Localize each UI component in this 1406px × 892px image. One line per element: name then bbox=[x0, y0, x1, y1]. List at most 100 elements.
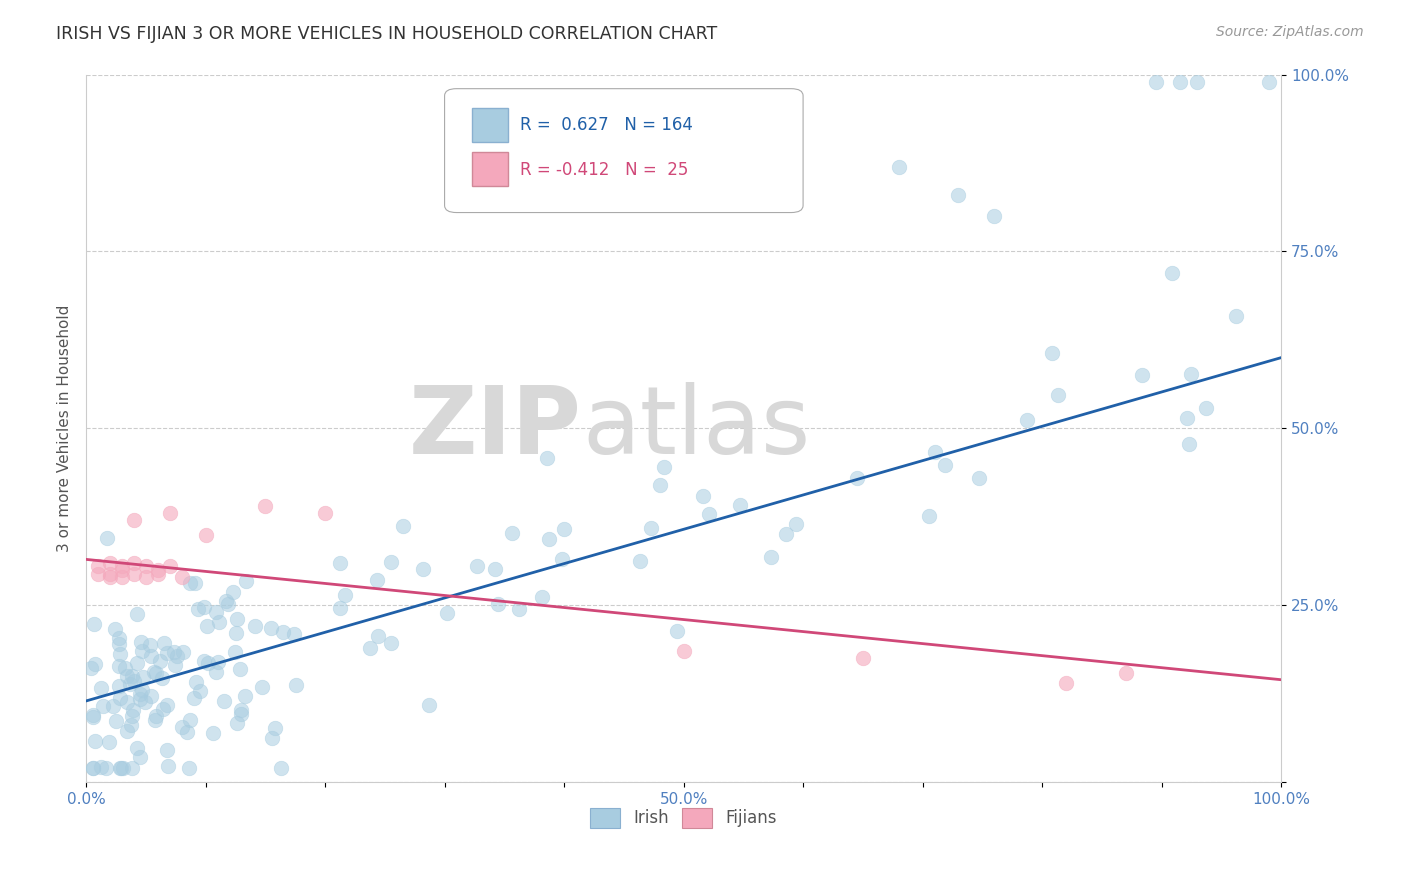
Point bbox=[145, 666, 167, 681]
Legend: Irish, Fijians: Irish, Fijians bbox=[583, 802, 783, 834]
Point bbox=[380, 555, 402, 569]
FancyBboxPatch shape bbox=[472, 108, 508, 142]
Point bbox=[115, 724, 138, 739]
Point bbox=[153, 635, 176, 649]
Point bbox=[131, 682, 153, 697]
Point bbox=[1047, 388, 1070, 402]
Point bbox=[150, 671, 173, 685]
Point bbox=[551, 552, 574, 566]
Point bbox=[412, 562, 434, 576]
Point bbox=[193, 654, 215, 668]
Point bbox=[90, 681, 112, 696]
Point bbox=[1168, 74, 1191, 88]
Point bbox=[103, 699, 125, 714]
Point bbox=[159, 559, 181, 574]
Point bbox=[125, 656, 148, 670]
Point bbox=[98, 566, 121, 581]
Text: IRISH VS FIJIAN 3 OR MORE VEHICLES IN HOUSEHOLD CORRELATION CHART: IRISH VS FIJIAN 3 OR MORE VEHICLES IN HO… bbox=[56, 25, 717, 43]
Point bbox=[82, 708, 104, 723]
Point bbox=[131, 635, 153, 649]
Point bbox=[122, 674, 145, 689]
Point bbox=[132, 670, 155, 684]
Point bbox=[156, 646, 179, 660]
Point bbox=[728, 498, 751, 512]
Point bbox=[149, 654, 172, 668]
Point bbox=[229, 706, 252, 721]
Point bbox=[122, 513, 145, 527]
Point bbox=[80, 661, 103, 675]
Point bbox=[143, 665, 166, 679]
Point bbox=[1130, 368, 1153, 382]
Point bbox=[666, 624, 689, 638]
Point bbox=[82, 710, 104, 724]
Point bbox=[228, 662, 250, 676]
Point bbox=[117, 669, 139, 683]
Point bbox=[263, 722, 285, 736]
Point bbox=[197, 656, 219, 670]
Point bbox=[1187, 74, 1209, 88]
Point bbox=[156, 698, 179, 713]
Point bbox=[775, 527, 797, 541]
Point bbox=[391, 519, 413, 533]
Point bbox=[1195, 401, 1218, 415]
Point bbox=[359, 640, 381, 655]
Point bbox=[170, 570, 193, 584]
Point bbox=[486, 597, 509, 611]
Point bbox=[139, 638, 162, 652]
Point bbox=[146, 566, 169, 581]
Point bbox=[226, 612, 249, 626]
Text: R =  0.627   N = 164: R = 0.627 N = 164 bbox=[520, 117, 693, 135]
Point bbox=[195, 618, 218, 632]
Point bbox=[156, 743, 179, 757]
Point bbox=[329, 556, 352, 570]
Point bbox=[243, 619, 266, 633]
Point bbox=[270, 761, 292, 775]
Point bbox=[1054, 676, 1077, 690]
Point bbox=[128, 692, 150, 706]
Point bbox=[846, 471, 869, 485]
Point bbox=[129, 687, 152, 701]
Point bbox=[785, 517, 807, 532]
Point bbox=[108, 679, 131, 693]
Point bbox=[129, 749, 152, 764]
Point bbox=[380, 636, 402, 650]
Point bbox=[122, 566, 145, 581]
Point bbox=[91, 698, 114, 713]
Point bbox=[87, 566, 110, 581]
Point bbox=[121, 709, 143, 723]
Point bbox=[125, 607, 148, 622]
Point bbox=[224, 645, 246, 659]
Point bbox=[170, 721, 193, 735]
Point bbox=[205, 605, 228, 619]
Point bbox=[648, 194, 671, 209]
Point bbox=[697, 508, 720, 522]
Point bbox=[366, 574, 388, 588]
Point bbox=[254, 500, 277, 514]
Point bbox=[212, 694, 235, 708]
Point bbox=[640, 521, 662, 535]
Point bbox=[163, 645, 186, 659]
Point bbox=[202, 726, 225, 740]
Point bbox=[82, 761, 104, 775]
Point bbox=[141, 689, 163, 703]
Point bbox=[484, 562, 506, 576]
Point bbox=[146, 563, 169, 577]
Point bbox=[887, 160, 910, 174]
Point bbox=[260, 731, 283, 745]
Point bbox=[436, 606, 458, 620]
Point bbox=[177, 761, 200, 775]
Text: ZIP: ZIP bbox=[409, 383, 582, 475]
Point bbox=[111, 559, 134, 574]
Point bbox=[259, 621, 281, 635]
Point bbox=[1017, 413, 1039, 427]
Point bbox=[1178, 437, 1201, 451]
Point bbox=[111, 761, 134, 775]
Point bbox=[134, 695, 156, 709]
Point bbox=[314, 507, 336, 521]
Point bbox=[225, 626, 247, 640]
Point bbox=[536, 450, 558, 465]
FancyBboxPatch shape bbox=[444, 88, 803, 212]
Point bbox=[283, 627, 305, 641]
Point bbox=[235, 574, 257, 588]
Point bbox=[108, 637, 131, 651]
